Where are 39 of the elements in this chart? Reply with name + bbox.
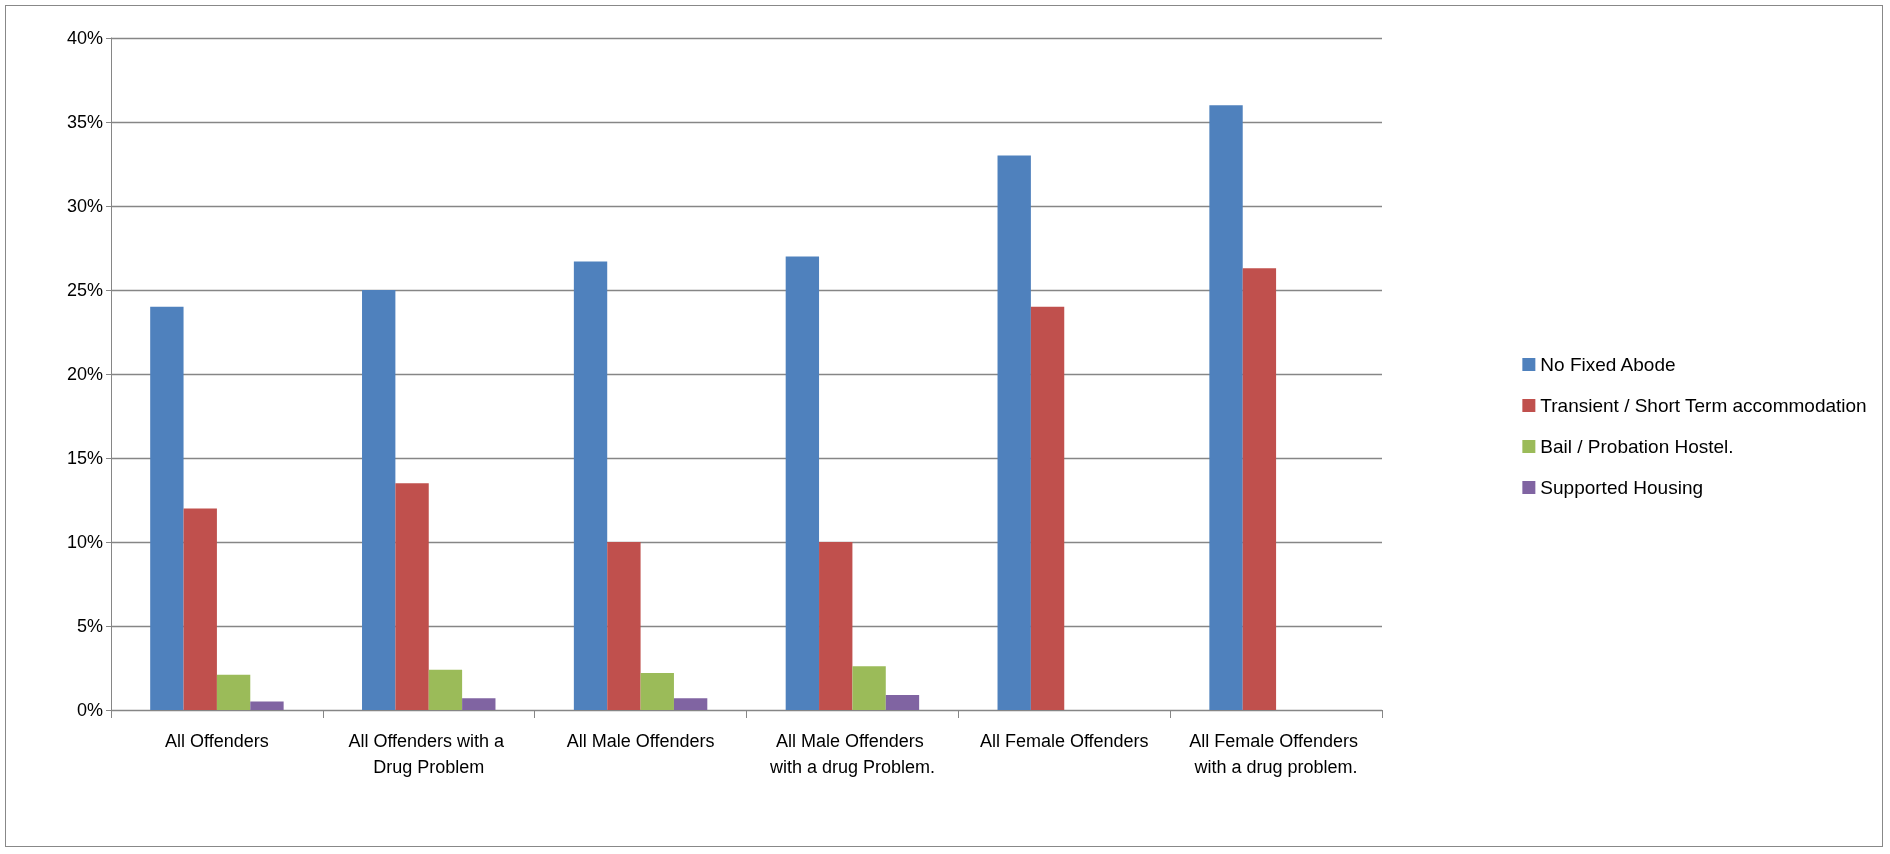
- bar: [997, 155, 1031, 710]
- bar: [673, 698, 708, 710]
- bar: [885, 694, 920, 710]
- bar: [395, 483, 429, 710]
- bar: [1242, 268, 1277, 710]
- x-tick-label: All Female Offenders with a drug problem.: [1189, 731, 1363, 777]
- bar: [1209, 105, 1243, 710]
- y-tick-label: 30%: [66, 196, 103, 216]
- y-tick-label: 15%: [66, 448, 103, 468]
- legend-label: Bail / Probation Hostel.: [1540, 436, 1734, 457]
- bar: [1030, 306, 1065, 710]
- bar: [573, 261, 608, 710]
- bar: [362, 290, 396, 710]
- y-tick-label: 40%: [66, 28, 103, 48]
- y-tick-label: 10%: [66, 532, 103, 552]
- y-tick-label: 20%: [66, 364, 103, 384]
- bar: [150, 306, 184, 710]
- legend-label: Supported Housing: [1540, 477, 1704, 498]
- bar: [462, 698, 496, 710]
- legend-label: No Fixed Abode: [1540, 354, 1676, 375]
- legend-label: Transient / Short Term accommodation: [1540, 395, 1867, 416]
- x-tick-label: All Offenders: [165, 731, 269, 751]
- x-tick-label: All Male Offenders: [566, 731, 715, 751]
- bar: [428, 669, 463, 710]
- bar: [607, 542, 641, 710]
- x-tick-label: All Male Offenders with a drug Problem.: [768, 731, 935, 777]
- x-tick-label: All Offenders with a Drug Problem: [348, 731, 510, 777]
- y-tick-label: 35%: [66, 112, 103, 132]
- x-tick-label: All Female Offenders: [979, 731, 1149, 751]
- bar: [183, 508, 217, 710]
- bar: [852, 666, 886, 710]
- bar: [640, 673, 674, 710]
- bar: [250, 701, 284, 710]
- y-tick-label: 5%: [76, 616, 103, 636]
- bar: [785, 256, 820, 710]
- y-tick-label: 0%: [76, 700, 103, 720]
- y-tick-label: 25%: [66, 280, 103, 300]
- bar: [819, 542, 853, 710]
- bar: [216, 674, 251, 710]
